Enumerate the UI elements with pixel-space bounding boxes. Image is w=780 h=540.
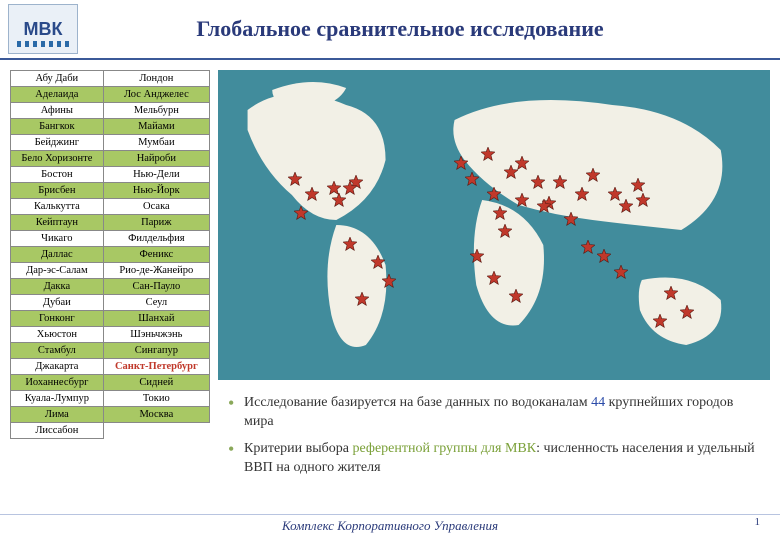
table-row: Бело ХоризонтеНайроби	[11, 151, 210, 167]
table-row: ЧикагоФилдельфия	[11, 231, 210, 247]
bullet-list: Исследование базируется на базе данных п…	[218, 380, 770, 486]
table-cell: Иоханнесбург	[11, 375, 104, 391]
table-row: АфиныМельбурн	[11, 103, 210, 119]
page-title: Глобальное сравнительное исследование	[90, 16, 780, 42]
table-row: ДаккаСан-Пауло	[11, 279, 210, 295]
bullet-item: Критерии выбора референтной группы для М…	[228, 440, 764, 478]
table-row: ГонконгШанхай	[11, 311, 210, 327]
table-row: БейджингМумбаи	[11, 135, 210, 151]
bullet-item: Исследование базируется на базе данных п…	[228, 394, 764, 432]
table-row: БрисбенНью-Йорк	[11, 183, 210, 199]
table-cell: Сан-Пауло	[103, 279, 209, 295]
table-cell: Дубаи	[11, 295, 104, 311]
city-table-wrap: Абу ДабиЛондонАделаидаЛос АнджелесАфиныМ…	[10, 70, 210, 486]
table-cell: Хьюстон	[11, 327, 104, 343]
city-table: Абу ДабиЛондонАделаидаЛос АнджелесАфиныМ…	[10, 70, 210, 439]
table-cell: Лондон	[103, 71, 209, 87]
table-cell: Бостон	[11, 167, 104, 183]
table-cell: Лиссабон	[11, 423, 104, 439]
table-cell: Калькутта	[11, 199, 104, 215]
table-row: ИоханнесбургСидней	[11, 375, 210, 391]
table-cell: Сингапур	[103, 343, 209, 359]
table-row: ДалласФеникс	[11, 247, 210, 263]
table-row: Лиссабон	[11, 423, 210, 439]
table-row: БостонНью-Дели	[11, 167, 210, 183]
table-cell: Осака	[103, 199, 209, 215]
table-row: СтамбулСингапур	[11, 343, 210, 359]
table-cell: Гонконг	[11, 311, 104, 327]
table-cell: Найроби	[103, 151, 209, 167]
table-cell: Дар-эс-Салам	[11, 263, 104, 279]
header: МВК Глобальное сравнительное исследовани…	[0, 0, 780, 60]
table-cell: Нью-Дели	[103, 167, 209, 183]
table-cell: Феникс	[103, 247, 209, 263]
table-row: КейптаунПариж	[11, 215, 210, 231]
table-cell: Аделаида	[11, 87, 104, 103]
table-cell: Брисбен	[11, 183, 104, 199]
table-row: ХьюстонШэньчжэнь	[11, 327, 210, 343]
table-cell: Чикаго	[11, 231, 104, 247]
table-cell: Лос Анджелес	[103, 87, 209, 103]
table-cell: Сеул	[103, 295, 209, 311]
table-cell: Дакка	[11, 279, 104, 295]
table-cell: Лима	[11, 407, 104, 423]
table-row: Куала-ЛумпурТокио	[11, 391, 210, 407]
table-cell: Куала-Лумпур	[11, 391, 104, 407]
table-cell: Джакарта	[11, 359, 104, 375]
table-cell: Мельбурн	[103, 103, 209, 119]
table-cell: Москва	[103, 407, 209, 423]
table-row: Абу ДабиЛондон	[11, 71, 210, 87]
table-row: БангкокМайами	[11, 119, 210, 135]
table-cell: Майами	[103, 119, 209, 135]
table-cell: Филдельфия	[103, 231, 209, 247]
table-cell: Стамбул	[11, 343, 104, 359]
right-column: Исследование базируется на базе данных п…	[218, 70, 770, 486]
table-cell: Рио-де-Жанейро	[103, 263, 209, 279]
table-cell: Абу Даби	[11, 71, 104, 87]
table-cell: Афины	[11, 103, 104, 119]
table-cell: Париж	[103, 215, 209, 231]
table-cell: Санкт-Петербург	[103, 359, 209, 375]
table-cell: Кейптаун	[11, 215, 104, 231]
footer: Комплекс Корпоративного Управления 1	[0, 514, 780, 534]
page-number: 1	[755, 516, 761, 528]
bullet-number: 44	[591, 395, 605, 410]
table-cell: Мумбаи	[103, 135, 209, 151]
logo-text: МВК	[24, 19, 63, 40]
table-row: Дар-эс-СаламРио-де-Жанейро	[11, 263, 210, 279]
table-cell: Шанхай	[103, 311, 209, 327]
bullet-ref: референтной группы для МВК	[353, 441, 537, 456]
world-map	[218, 70, 770, 380]
table-row: ДжакартаСанкт-Петербург	[11, 359, 210, 375]
bullet-text: Исследование базируется на базе данных п…	[244, 395, 591, 410]
table-cell: Бейджинг	[11, 135, 104, 151]
table-row: ЛимаМосква	[11, 407, 210, 423]
table-row: ДубаиСеул	[11, 295, 210, 311]
table-cell: Бангкок	[11, 119, 104, 135]
table-cell: Шэньчжэнь	[103, 327, 209, 343]
bullet-text: Критерии выбора	[244, 441, 353, 456]
table-cell: Токио	[103, 391, 209, 407]
footer-text: Комплекс Корпоративного Управления	[282, 518, 498, 533]
table-cell: Нью-Йорк	[103, 183, 209, 199]
table-cell: Сидней	[103, 375, 209, 391]
table-row: АделаидаЛос Анджелес	[11, 87, 210, 103]
content: Абу ДабиЛондонАделаидаЛос АнджелесАфиныМ…	[0, 60, 780, 486]
table-cell: Даллас	[11, 247, 104, 263]
logo: МВК	[8, 4, 78, 54]
table-cell: Бело Хоризонте	[11, 151, 104, 167]
table-row: КалькуттаОсака	[11, 199, 210, 215]
